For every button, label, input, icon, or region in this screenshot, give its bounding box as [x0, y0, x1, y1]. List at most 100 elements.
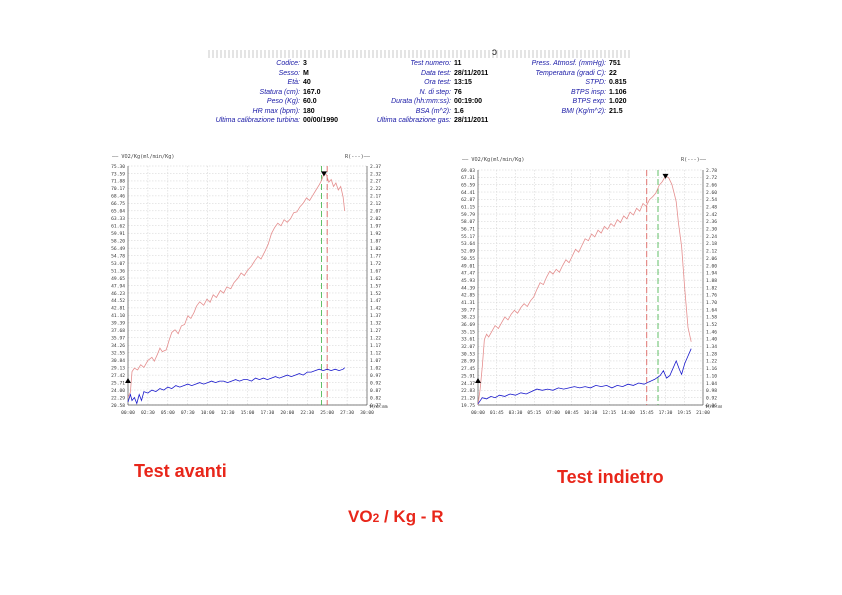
field-value: 1.020: [609, 98, 627, 105]
y-tick-label: 33.61: [461, 337, 475, 343]
r-tick-label: 1.42: [370, 306, 381, 312]
field-value: 11: [454, 60, 462, 67]
r-tick-label: 1.62: [370, 276, 381, 282]
x-tick-label: 01:45: [490, 410, 504, 416]
field-value: 21.5: [609, 107, 623, 115]
x-tick-label: 19:15: [677, 410, 691, 416]
y-tick-label: 56.71: [461, 227, 475, 233]
field-value: 13:15: [454, 79, 472, 86]
field-row: Ultima calibrazione turbina: 00/00/1990: [208, 116, 338, 126]
field-row: STPD: 0.815: [508, 78, 627, 88]
x-tick-label: 27:30: [340, 410, 354, 416]
header-stripe: [208, 50, 632, 58]
y-tick-label: 42.85: [461, 293, 475, 299]
y-tick-label: 69.03: [461, 168, 475, 174]
field-value: 76: [454, 88, 462, 96]
bottom-caption-main: VO: [348, 507, 373, 526]
y-tick-label: 32.07: [461, 344, 475, 350]
field-label: BTPS insp:: [570, 88, 606, 96]
start-marker-icon: [475, 378, 481, 383]
x-axis-label: t(hh:mm:ss): [369, 404, 388, 410]
x-tick-label: 02:30: [141, 410, 155, 416]
r-tick-label: 0.97: [370, 373, 381, 379]
r-tick-label: 1.52: [370, 291, 381, 297]
field-label: Statura (cm):: [259, 88, 300, 96]
y-tick-label: 47.94: [111, 283, 125, 289]
chart-test-avanti: —— VO2/Kg(ml/min/Kg) R(---)—— 75.30 2.37 73.…: [111, 154, 388, 416]
r-tick-label: 1.67: [370, 268, 381, 274]
x-tick-label: 25:00: [320, 410, 334, 416]
r-tick-label: 2.60: [706, 190, 717, 196]
field-label: Press. Atmosf. (mmHg):: [531, 60, 606, 67]
r-tick-label: 1.82: [370, 246, 381, 252]
r-tick-label: 1.10: [706, 373, 717, 379]
field-row: BSA (m^2): 1.6: [356, 107, 488, 117]
x-tick-label: 21:00: [696, 410, 710, 416]
x-tick-label: 17:30: [659, 410, 673, 416]
field-row: Età: 40: [208, 78, 338, 88]
field-row: Statura (cm): 167.0: [208, 88, 338, 98]
y-tick-label: 30.53: [461, 351, 475, 357]
r-tick-label: 1.52: [706, 322, 717, 328]
x-tick-label: 08:45: [565, 410, 579, 416]
field-label: BMI (Kg/m^2):: [561, 107, 606, 115]
r-tick-label: 1.87: [370, 238, 381, 244]
y-tick-label: 58.07: [461, 219, 475, 225]
y-tick-label: 50.55: [461, 256, 475, 262]
r-tick-label: 2.42: [706, 212, 717, 218]
y-tick-label: 61.15: [461, 205, 475, 211]
field-row: Temperatura (gradi C): 22: [508, 69, 627, 79]
field-row: HR max (bpm): 180: [208, 107, 338, 117]
r-tick-label: 2.12: [706, 249, 717, 255]
y-tick-label: 44.52: [111, 298, 125, 304]
field-value: 1.106: [609, 88, 627, 96]
test-info-column: Test numero: 11 Data test: 28/11/2011 Ora te…: [356, 59, 489, 126]
field-row: Sesso: M: [208, 69, 338, 79]
field-value: 167.0: [303, 88, 321, 96]
y-tick-label: 52.09: [461, 249, 475, 255]
y-tick-label: 24.00: [111, 388, 125, 394]
field-value: 0.815: [609, 79, 627, 86]
y-tick-label: 28.99: [461, 359, 475, 365]
y-tick-label: 59.91: [111, 231, 125, 237]
y-tick-label: 38.23: [461, 315, 475, 321]
y-tick-label: 36.69: [461, 322, 475, 328]
y-tick-label: 65.59: [461, 182, 475, 188]
r-series-line: [127, 367, 345, 405]
caption-test-avanti: Test avanti: [134, 461, 227, 481]
start-marker-icon: [125, 378, 131, 383]
r-tick-label: 2.30: [706, 227, 717, 233]
field-label: STPD:: [585, 79, 606, 86]
bottom-caption-rest: / Kg - R: [379, 507, 444, 526]
r-tick-label: 2.24: [706, 234, 717, 240]
field-label: N. di step:: [419, 88, 451, 96]
x-tick-label: 05:00: [161, 410, 175, 416]
x-tick-label: 07:00: [546, 410, 560, 416]
r-tick-label: 1.82: [706, 285, 717, 291]
x-tick-label: 07:30: [181, 410, 195, 416]
field-value: 40: [303, 79, 311, 86]
y-tick-label: 29.13: [111, 365, 125, 371]
r-tick-label: 1.02: [370, 365, 381, 371]
y-tick-label: 56.49: [111, 246, 125, 252]
x-tick-label: 03:30: [509, 410, 523, 416]
y-tick-label: 34.26: [111, 343, 125, 349]
test-info-header: ↄ Codice: 3 Sesso: M Età: 40 Statura (cm): 167.…: [208, 47, 632, 126]
patient-info-column: Codice: 3 Sesso: M Età: 40 Statura (cm): 167.0 P…: [208, 59, 338, 126]
r-tick-label: 2.37: [370, 164, 381, 170]
environment-info-column: Press. Atmosf. (mmHg): 751 Temperatura (gr…: [508, 59, 627, 116]
r-tick-label: 1.22: [706, 359, 717, 365]
r-tick-label: 2.06: [706, 256, 717, 262]
field-row: N. di step: 76: [356, 88, 488, 98]
field-label: Temperatura (gradi C):: [535, 69, 606, 77]
field-label: Ultima calibrazione gas:: [376, 117, 451, 124]
r-tick-label: 1.72: [370, 261, 381, 267]
field-row: Ultima calibrazione gas: 28/11/2011: [356, 116, 489, 126]
r-tick-label: 1.97: [370, 224, 381, 230]
r-tick-label: 1.64: [706, 307, 717, 313]
field-row: Data test: 28/11/2011: [356, 69, 488, 79]
field-value: 1.6: [454, 107, 464, 115]
field-row: Codice: 3: [208, 59, 338, 69]
y-tick-label: 27.45: [461, 366, 475, 372]
r-tick-label: 1.16: [706, 366, 717, 372]
